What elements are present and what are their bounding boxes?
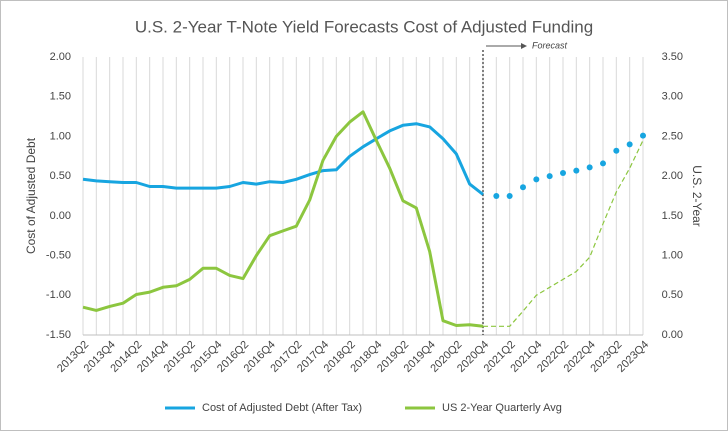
forecast-dot (573, 167, 580, 174)
y-axis-label: Cost of Adjusted Debt (24, 137, 38, 254)
forecast-dot (493, 193, 500, 199)
legend-label: Cost of Adjusted Debt (After Tax) (202, 402, 362, 414)
forecast-dot (586, 164, 593, 171)
y2-tick-label: 3.00 (662, 91, 683, 103)
y2-tick-label: 2.00 (662, 170, 683, 182)
forecast-dot (613, 147, 620, 154)
y-tick-label: 0.00 (50, 210, 71, 222)
series-line (82, 122, 484, 196)
forecast-label: Forecast (532, 40, 568, 50)
y-tick-label: 1.50 (50, 91, 71, 103)
legend-label: US 2-Year Quarterly Avg (442, 402, 562, 414)
y2-tick-label: 3.50 (662, 51, 683, 63)
y-tick-label: 2.00 (50, 51, 71, 63)
series-line (82, 110, 484, 328)
forecast-dot (533, 176, 540, 183)
forecast-dot (546, 173, 553, 180)
y-tick-label: -1.00 (46, 289, 71, 301)
y2-tick-label: 2.50 (662, 130, 683, 142)
forecast-line (483, 140, 644, 327)
y2-tick-label: 1.00 (662, 249, 683, 261)
chart-title: U.S. 2-Year T-Note Yield Forecasts Cost … (135, 17, 593, 36)
forecast-dot (600, 160, 606, 167)
y-tick-label: -0.50 (46, 249, 71, 261)
y2-tick-label: 0.50 (662, 289, 683, 301)
forecast-dot (560, 169, 566, 176)
y2-tick-label: 1.50 (662, 210, 683, 222)
forecast-dot (626, 141, 633, 148)
y2-axis-label: U.S. 2-Year (690, 165, 704, 227)
forecast-dot (520, 184, 526, 191)
y-tick-label: -1.50 (46, 329, 71, 341)
y2-tick-label: 0.00 (662, 329, 683, 341)
y-tick-label: 0.50 (50, 170, 71, 182)
y-tick-label: 1.00 (50, 130, 71, 142)
forecast-dot (506, 193, 513, 199)
forecast-arrowhead (521, 43, 527, 49)
forecast-dot (640, 132, 646, 139)
